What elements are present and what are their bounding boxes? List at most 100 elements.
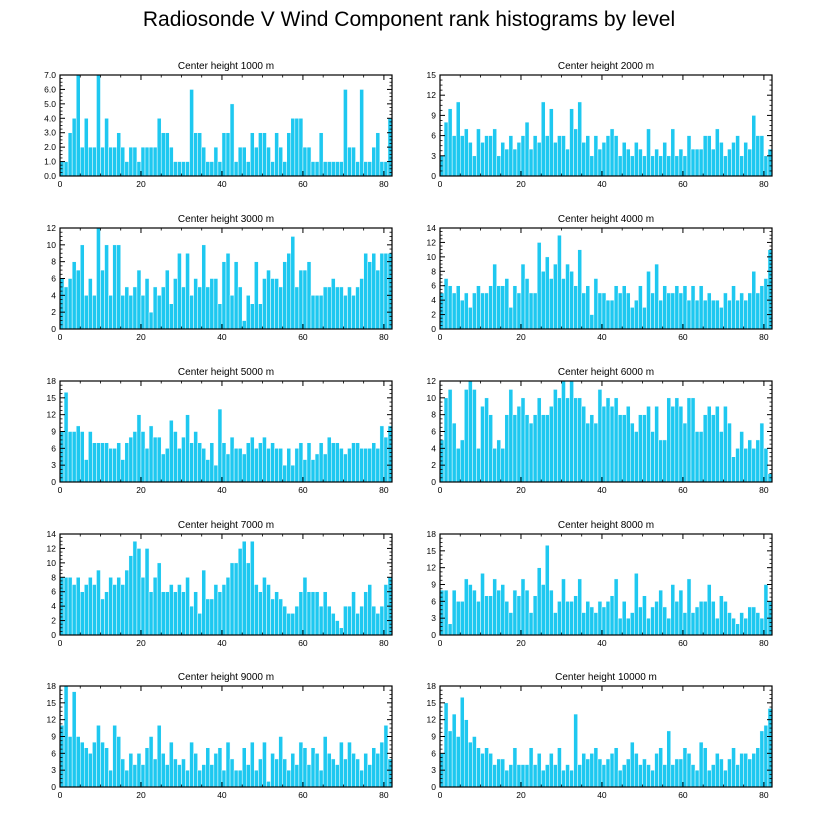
histogram-bar (92, 584, 97, 636)
histogram-bar (512, 414, 518, 483)
histogram-bar (569, 601, 574, 636)
x-tick-label: 40 (597, 790, 607, 800)
histogram-bar (152, 146, 158, 177)
histogram-bar (536, 397, 542, 483)
histogram-bar (557, 234, 562, 330)
histogram-bar (678, 292, 684, 330)
histogram-bar (630, 155, 635, 177)
histogram-bar (371, 747, 377, 788)
histogram-bar (225, 577, 231, 636)
histogram-bar (335, 620, 340, 636)
histogram-bar (727, 612, 732, 636)
histogram-bar (225, 741, 231, 788)
histogram-bar (152, 577, 158, 636)
histogram-bar (282, 161, 287, 177)
histogram-bar (173, 278, 178, 330)
histogram-bar (739, 753, 744, 788)
y-tick-label: 9 (51, 427, 56, 437)
histogram-bar (322, 453, 328, 483)
x-tick-label: 40 (597, 638, 607, 648)
histogram-bar (484, 135, 489, 177)
histogram-bar (189, 741, 194, 788)
histogram-bar (245, 161, 251, 177)
histogram-bar (642, 307, 647, 330)
histogram-bar (318, 769, 324, 788)
histogram-bar (743, 142, 748, 177)
histogram-bar (347, 286, 352, 330)
histogram-bar (743, 617, 748, 636)
histogram-bar (553, 389, 558, 483)
x-tick-label: 20 (516, 790, 526, 800)
x-tick-label: 40 (597, 332, 607, 342)
x-tick-label: 20 (136, 332, 146, 342)
histogram-bar (136, 753, 142, 788)
histogram-bar (302, 146, 308, 177)
histogram-bar (524, 278, 530, 330)
histogram-bar (177, 161, 182, 177)
histogram-bar (496, 758, 501, 788)
histogram-bar (516, 142, 522, 177)
histogram-bar (755, 747, 761, 788)
histogram-bar (634, 573, 639, 636)
histogram-bar (152, 436, 158, 483)
histogram-bar (569, 380, 574, 483)
histogram-bar (581, 753, 587, 788)
histogram-bar (233, 161, 239, 177)
histogram-bar (193, 132, 198, 177)
histogram-bar (116, 577, 121, 636)
histogram-bar (241, 540, 247, 636)
histogram-bar (322, 736, 328, 788)
histogram-bar (451, 713, 457, 788)
histogram-bar (553, 263, 558, 330)
histogram-bar (326, 753, 332, 788)
histogram-bar (540, 584, 546, 636)
histogram-bar (581, 142, 587, 177)
histogram-bar (540, 769, 546, 788)
histogram-bar (747, 606, 753, 636)
histogram-bar (205, 286, 211, 330)
histogram-bar (528, 148, 534, 177)
y-tick-label: 6.0 (44, 84, 56, 94)
histogram-bar (553, 142, 558, 177)
histogram-bar (217, 161, 223, 177)
histogram-panel: Center height 5000 m 0 20 40 60 80 0 3 6 9 12 15 18 (47, 367, 393, 495)
histogram-bar (375, 753, 381, 788)
histogram-bar (443, 121, 449, 177)
histogram-bar (201, 244, 207, 330)
histogram-bar (593, 135, 599, 177)
y-tick-label: 0 (431, 782, 436, 792)
histogram-bar (298, 442, 304, 483)
histogram-bar (459, 299, 465, 330)
histogram-bar (335, 442, 340, 483)
histogram-bar (286, 613, 292, 636)
histogram-bar (585, 285, 591, 330)
histogram-bar (310, 295, 316, 330)
histogram-bar (298, 118, 304, 177)
histogram-bar (516, 764, 522, 788)
histogram-bar (605, 601, 611, 636)
histogram-panel: Center height 7000 m 0 20 40 60 80 0 2 4 6 8 10 12 14 (47, 520, 393, 648)
x-tick-label: 0 (58, 179, 63, 189)
histogram-bar (674, 397, 680, 483)
histogram-bar (116, 244, 121, 330)
histogram-bar (104, 118, 109, 177)
histogram-bar (694, 431, 700, 483)
histogram-bar (646, 617, 651, 636)
histogram-bar (735, 764, 740, 788)
histogram-bar (597, 601, 603, 636)
histogram-bar (156, 725, 162, 788)
histogram-bar (290, 464, 296, 483)
histogram-bar (75, 425, 81, 483)
histogram-bar (310, 591, 316, 636)
x-tick-label: 0 (438, 485, 443, 495)
histogram-bar (767, 708, 773, 788)
histogram-bar (759, 285, 765, 330)
histogram-bar (213, 278, 219, 330)
y-tick-label: 7.0 (44, 70, 56, 80)
histogram-bar (524, 589, 530, 636)
histogram-bar (585, 758, 591, 788)
y-tick-label: 8 (51, 572, 56, 582)
histogram-bar (577, 578, 582, 636)
histogram-bar (723, 292, 728, 330)
histogram-bar (322, 286, 328, 330)
